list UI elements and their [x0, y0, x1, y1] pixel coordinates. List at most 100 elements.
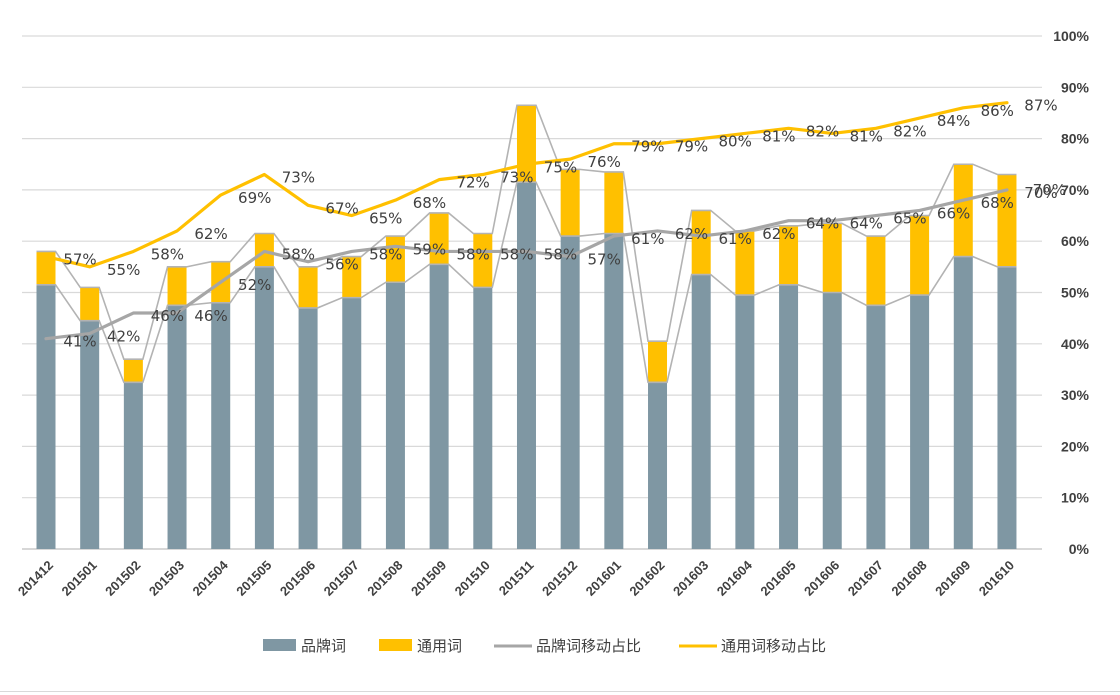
y-tick-label: 100% — [1053, 28, 1089, 44]
x-tick-label: 201604 — [714, 557, 756, 599]
label-brand-mobile-share: 59% — [413, 240, 446, 258]
bar-generic — [866, 236, 886, 306]
bar-brand — [779, 284, 799, 549]
label-brand-mobile-share: 41% — [63, 333, 96, 351]
bar-brand — [385, 282, 405, 549]
bar-generic — [560, 169, 580, 237]
bar-brand — [167, 305, 187, 549]
legend-label: 品牌词 — [301, 637, 346, 655]
bar-brand — [254, 266, 274, 549]
label-brand-mobile-share: 66% — [937, 204, 970, 222]
y-tick-label: 50% — [1061, 285, 1090, 301]
label-brand-mobile-share: 62% — [762, 225, 795, 243]
x-tick-label: 201511 — [496, 558, 537, 599]
bar-brand — [516, 182, 536, 549]
label-generic-mobile-share: 58% — [151, 245, 184, 263]
bar-generic — [910, 215, 930, 296]
label-brand-mobile-share: 64% — [850, 215, 883, 233]
label-generic-mobile-share: 55% — [107, 261, 140, 279]
bar-generic — [648, 341, 668, 383]
y-tick-label: 90% — [1061, 79, 1090, 95]
bar-brand — [822, 292, 842, 549]
bar-generic — [997, 174, 1017, 267]
x-tick-label: 201506 — [277, 558, 318, 599]
legend-label: 品牌词移动占比 — [536, 637, 641, 655]
brand-top-connector — [36, 181, 1017, 384]
x-tick-label: 201505 — [233, 558, 274, 599]
label-brand-mobile-share: 46% — [194, 307, 227, 325]
x-axis-ticks: 201412 201501 201502 201503 201504 201505 2015… — [15, 557, 1017, 599]
trend-lines — [44, 101, 1009, 341]
label-generic-mobile-share: 79% — [631, 138, 664, 156]
bar-generic — [473, 233, 493, 288]
x-tick-label: 201601 — [583, 558, 624, 599]
bar-generic — [80, 287, 100, 321]
x-tick-label: 201607 — [845, 558, 886, 599]
x-tick-label: 201502 — [102, 558, 143, 599]
label-generic-mobile-share: 67% — [325, 199, 358, 217]
label-brand-mobile-share: 46% — [151, 307, 184, 325]
bar-brand — [298, 307, 318, 549]
bar-generic — [822, 223, 842, 293]
x-tick-label: 201512 — [539, 558, 580, 599]
axis-overlap-label: 70% — [1033, 181, 1066, 199]
bar-brand — [36, 284, 56, 549]
bar-brand — [560, 236, 580, 549]
bar-brand — [342, 297, 362, 549]
y-tick-label: 0% — [1069, 541, 1090, 557]
bar-brand — [691, 274, 711, 549]
label-generic-mobile-share: 72% — [456, 174, 489, 192]
x-tick-label: 201603 — [670, 558, 711, 599]
bar-brand — [604, 233, 624, 549]
label-generic-mobile-share: 68% — [413, 194, 446, 212]
label-brand-mobile-share: 58% — [544, 245, 577, 263]
x-tick-label: 201609 — [932, 558, 973, 599]
bar-generic — [36, 251, 56, 285]
y-tick-label: 70% — [1061, 182, 1090, 198]
y-tick-label: 80% — [1061, 131, 1090, 147]
y-tick-label: 60% — [1061, 233, 1090, 249]
label-generic-mobile-share: 81% — [850, 127, 883, 145]
bar-brand — [473, 287, 493, 549]
bar-generic — [779, 225, 799, 285]
label-brand-mobile-share: 58% — [456, 245, 489, 263]
bar-generic — [298, 266, 318, 308]
label-generic-mobile-share: 79% — [675, 138, 708, 156]
label-generic-mobile-share: 57% — [63, 251, 96, 269]
total-top-connector — [36, 104, 1017, 360]
bar-brand — [80, 320, 100, 549]
label-generic-mobile-share: 75% — [544, 158, 577, 176]
bar-generic — [604, 171, 624, 234]
bar-brand — [648, 382, 668, 549]
y-tick-label: 30% — [1061, 387, 1090, 403]
label-generic-mobile-share: 82% — [806, 122, 839, 140]
x-tick-label: 201509 — [408, 558, 449, 599]
label-brand-mobile-share: 52% — [238, 276, 271, 294]
label-generic-mobile-share: 62% — [194, 225, 227, 243]
bar-brand — [997, 266, 1017, 549]
bar-brand — [953, 256, 973, 549]
label-generic-mobile-share: 81% — [762, 127, 795, 145]
bottom-divider — [0, 691, 1120, 692]
y-tick-label: 10% — [1061, 490, 1090, 506]
x-tick-label: 201412 — [15, 558, 56, 599]
data-labels: 41% 42% 46% 46% 52% 58% 56% 58% 59% 58% 58% 58% 57% 6… — [63, 97, 1057, 351]
bar-brand — [211, 302, 231, 549]
bar-generic — [953, 164, 973, 257]
label-brand-mobile-share: 61% — [631, 230, 664, 248]
label-generic-mobile-share: 69% — [238, 189, 271, 207]
label-generic-mobile-share: 73% — [282, 169, 315, 187]
label-brand-mobile-share: 56% — [325, 256, 358, 274]
y-tick-label: 40% — [1061, 336, 1090, 352]
x-tick-label: 201602 — [626, 558, 667, 599]
line-generic-mobile-share — [44, 101, 1009, 269]
x-tick-label: 201610 — [976, 558, 1017, 599]
label-generic-mobile-share: 87% — [1024, 97, 1057, 115]
brand-bar-top-outline — [36, 104, 1017, 384]
label-generic-mobile-share: 84% — [937, 112, 970, 130]
label-generic-mobile-share: 76% — [587, 153, 620, 171]
bar-brand — [910, 295, 930, 549]
x-tick-label: 201608 — [888, 558, 929, 599]
bar-brand — [866, 305, 886, 549]
